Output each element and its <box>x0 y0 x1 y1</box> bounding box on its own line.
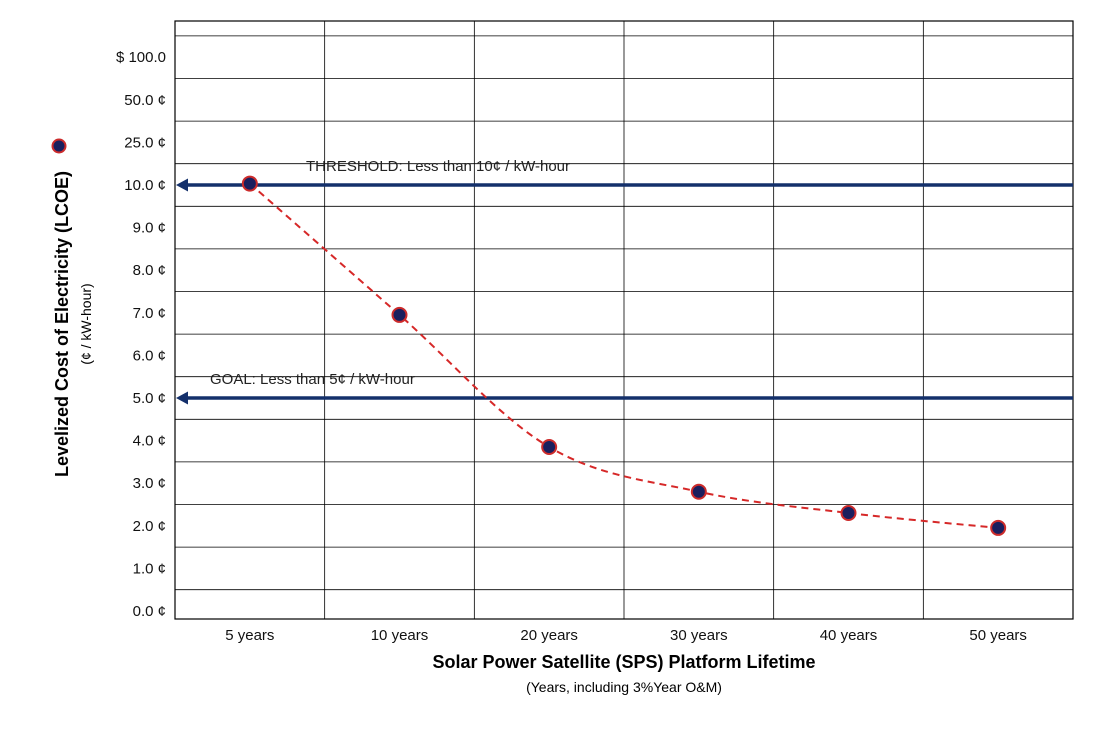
legend-marker <box>51 138 67 154</box>
x-tick-label: 10 years <box>371 627 429 644</box>
goal-arrowhead <box>176 391 188 405</box>
y-tick-labels: 0.0 ¢ 1.0 ¢ 2.0 ¢ 3.0 ¢ 4.0 ¢ 5.0 ¢ 6.0 ¢ 7.0 ¢… <box>116 49 166 620</box>
data-point <box>241 175 258 192</box>
y-tick-label: 1.0 ¢ <box>133 560 166 577</box>
x-tick-label: 50 years <box>969 627 1027 644</box>
data-point <box>541 438 558 455</box>
y-tick-label: 2.0 ¢ <box>133 518 166 535</box>
data-point <box>391 306 408 323</box>
data-point <box>840 505 857 522</box>
data-point <box>690 483 707 500</box>
y-tick-label: 50.0 ¢ <box>124 92 166 109</box>
y-tick-label: 5.0 ¢ <box>133 390 166 407</box>
y-tick-label: 4.0 ¢ <box>133 433 166 450</box>
trend-line <box>249 182 999 529</box>
threshold-label: THRESHOLD: Less than 10¢ / kW-hour <box>306 158 570 175</box>
x-tick-labels: 5 years 10 years 20 years 30 years 40 years 5… <box>225 627 1027 644</box>
y-tick-label: 6.0 ¢ <box>133 347 166 364</box>
series-lcoe <box>241 175 1007 536</box>
x-tick-label: 40 years <box>820 627 878 644</box>
x-tick-label: 20 years <box>520 627 578 644</box>
y-tick-label: 7.0 ¢ <box>133 305 166 322</box>
reference-lines: THRESHOLD: Less than 10¢ / kW-hour GOAL: … <box>176 158 1073 405</box>
y-axis-subtitle: (¢ / kW-hour) <box>78 283 94 364</box>
y-tick-label: 10.0 ¢ <box>124 177 166 194</box>
y-tick-label: $ 100.0 <box>116 49 166 66</box>
data-point <box>990 519 1007 536</box>
y-tick-label: 9.0 ¢ <box>133 220 166 237</box>
y-tick-label: 3.0 ¢ <box>133 475 166 492</box>
y-tick-label: 8.0 ¢ <box>133 262 166 279</box>
y-axis-title: Levelized Cost of Electricity (LCOE) <box>52 171 72 477</box>
x-axis-title: Solar Power Satellite (SPS) Platform Lif… <box>432 652 815 672</box>
y-tick-label: 0.0 ¢ <box>133 603 166 620</box>
x-tick-label: 5 years <box>225 627 274 644</box>
threshold-arrowhead <box>176 178 188 192</box>
y-tick-label: 25.0 ¢ <box>124 134 166 151</box>
goal-label: GOAL: Less than 5¢ / kW-hour <box>210 371 415 388</box>
x-axis-subtitle: (Years, including 3%Year O&M) <box>526 679 722 695</box>
x-tick-label: 30 years <box>670 627 728 644</box>
